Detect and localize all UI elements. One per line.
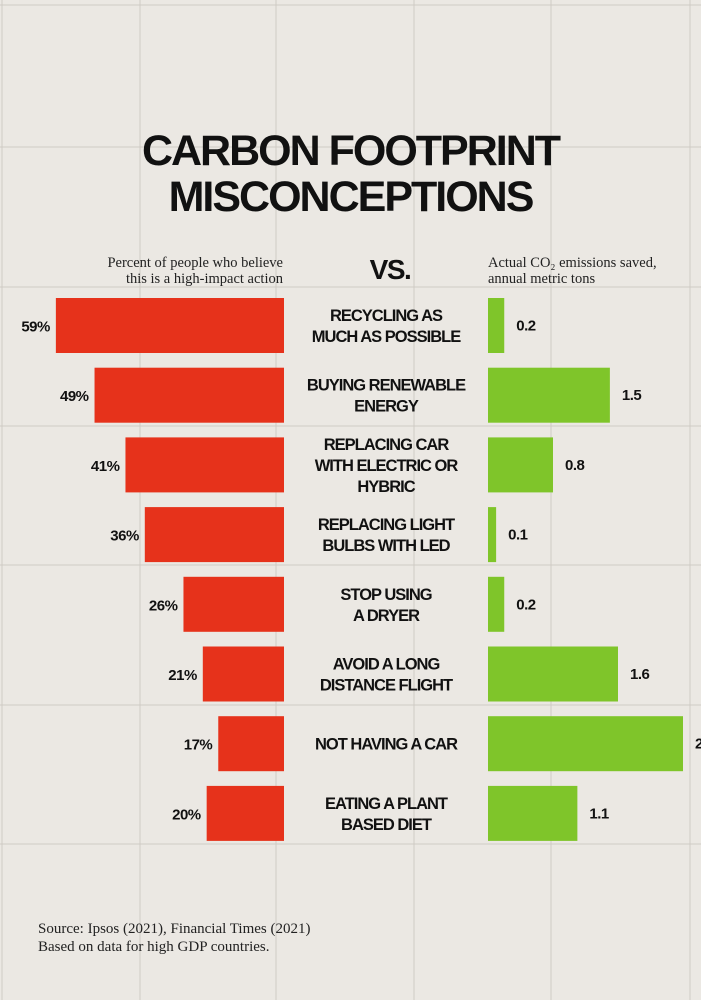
category-label-line: STOP USING	[340, 586, 431, 604]
emission-bar	[488, 646, 618, 702]
belief-bar	[218, 716, 284, 772]
category-label: EATING A PLANT BASED DIET	[325, 795, 448, 834]
belief-value-label: 41%	[91, 458, 120, 475]
source-line-2: Based on data for high GDP countries.	[38, 939, 270, 955]
category-label-line: BASED DIET	[341, 816, 432, 834]
belief-bar	[144, 507, 284, 563]
category-label-line: REPLACING CAR	[324, 436, 450, 454]
belief-bar	[206, 785, 284, 841]
belief-bar	[94, 367, 285, 423]
emission-bar	[488, 576, 505, 632]
category-label-line: DISTANCE FLIGHT	[320, 677, 453, 695]
category-label: NOT HAVING A CAR	[315, 736, 458, 754]
emission-value-label: 0.8	[565, 457, 585, 474]
right-subtitle-line-2: annual metric tons	[488, 271, 596, 287]
category-label-line: ENERGY	[354, 398, 419, 416]
category-label: STOP USING A DRYER	[340, 586, 431, 625]
category-label-line: AVOID A LONG	[333, 656, 440, 674]
category-label-line: NOT HAVING A CAR	[315, 736, 458, 754]
emission-bar	[488, 298, 505, 353]
category-label-line: WITH ELECTRIC OR	[315, 457, 459, 475]
emission-bar	[488, 437, 553, 493]
belief-bar	[202, 646, 284, 702]
emission-value-label: 1.5	[622, 387, 642, 404]
belief-bar	[125, 437, 284, 493]
right-subtitle: Actual CO₂ emissions saved, annual metri…	[488, 255, 700, 287]
title-line-2: MISCONCEPTIONS	[168, 173, 535, 221]
emission-value-label: 0.2	[516, 596, 536, 613]
category-label: RECYCLING AS MUCH AS POSSIBLE	[312, 307, 461, 346]
category-label-line: RECYCLING AS	[330, 307, 443, 325]
emission-bar	[488, 716, 683, 772]
belief-bar	[55, 298, 284, 353]
left-subtitle: Percent of people who believe this is a …	[43, 255, 283, 287]
emission-value-label: 1.1	[589, 805, 609, 822]
belief-value-label: 20%	[172, 806, 201, 823]
emission-bar	[488, 367, 610, 423]
category-label-line: EATING A PLANT	[325, 795, 448, 813]
belief-value-label: 26%	[149, 597, 178, 614]
source-line-1: Source: Ipsos (2021), Financial Times (2…	[38, 921, 311, 937]
emission-value-label: 0.2	[516, 318, 536, 335]
source-note: Source: Ipsos (2021), Financial Times (2…	[38, 920, 310, 956]
belief-value-label: 59%	[21, 319, 50, 336]
category-label-line: BUYING RENEWABLE	[307, 377, 466, 395]
emission-bar	[488, 785, 578, 841]
emission-value-label: 0.1	[508, 527, 528, 544]
category-label-line: BULBS WITH LED	[322, 537, 450, 555]
belief-value-label: 17%	[184, 737, 213, 754]
category-label: AVOID A LONG DISTANCE FLIGHT	[320, 656, 453, 695]
category-label-line: MUCH AS POSSIBLE	[312, 328, 461, 346]
category-label-line: A DRYER	[353, 607, 420, 625]
category-label: REPLACING LIGHT BULBS WITH LED	[318, 516, 455, 555]
belief-value-label: 49%	[60, 388, 89, 405]
emission-value-label: 2	[695, 736, 701, 753]
category-label-line: REPLACING LIGHT	[318, 516, 455, 534]
belief-value-label: 36%	[110, 528, 139, 545]
chart-title: CARBON FOOTPRINT MISCONCEPTIONS	[0, 128, 701, 220]
emission-value-label: 1.6	[630, 666, 650, 683]
emission-bar	[488, 507, 497, 563]
vs-label: VS.	[369, 254, 412, 285]
left-subtitle-line-1: Percent of people who believe	[107, 255, 283, 271]
category-label: BUYING RENEWABLE ENERGY	[307, 377, 466, 416]
title-line-1: CARBON FOOTPRINT	[141, 127, 561, 175]
belief-value-label: 21%	[168, 667, 197, 684]
category-label: REPLACING CAR WITH ELECTRIC OR HYBRIC	[315, 436, 459, 496]
category-label-line: HYBRIC	[357, 478, 415, 496]
left-subtitle-line-2: this is a high-impact action	[125, 271, 283, 287]
right-subtitle-line-1: Actual CO₂ emissions saved,	[488, 255, 657, 271]
belief-bar	[183, 576, 284, 632]
